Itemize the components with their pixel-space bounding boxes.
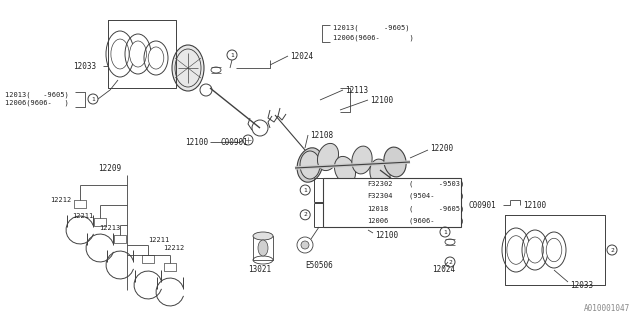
Text: 12033: 12033 — [73, 61, 96, 70]
Text: 12100: 12100 — [375, 230, 398, 239]
Text: 12113: 12113 — [345, 85, 368, 94]
Ellipse shape — [129, 41, 147, 67]
Ellipse shape — [253, 232, 273, 240]
Text: 12024: 12024 — [290, 52, 313, 60]
Text: 12212: 12212 — [163, 245, 184, 251]
Ellipse shape — [317, 143, 339, 171]
Bar — [323, 178, 461, 227]
Circle shape — [200, 84, 212, 96]
Text: 12113: 12113 — [380, 215, 403, 225]
Text: (9504-      ): (9504- ) — [409, 193, 464, 199]
Ellipse shape — [445, 239, 455, 245]
Text: 12213: 12213 — [99, 225, 120, 231]
Ellipse shape — [297, 148, 323, 182]
Circle shape — [252, 120, 268, 136]
Text: 12200: 12200 — [430, 143, 453, 153]
Text: 12209: 12209 — [98, 164, 121, 172]
Text: 12211: 12211 — [148, 237, 169, 243]
Text: 1: 1 — [303, 188, 307, 193]
Text: 1: 1 — [230, 52, 234, 58]
Text: 12006(9606-   ): 12006(9606- ) — [5, 100, 68, 106]
Text: 12006: 12006 — [367, 218, 388, 224]
Ellipse shape — [335, 156, 356, 184]
Text: 12100: 12100 — [370, 95, 393, 105]
Text: 2: 2 — [448, 260, 452, 265]
Text: F32304: F32304 — [367, 193, 393, 199]
Text: 12100: 12100 — [523, 201, 546, 210]
Text: E50506: E50506 — [305, 260, 333, 269]
Text: C00901: C00901 — [468, 201, 496, 210]
Ellipse shape — [370, 159, 390, 187]
Ellipse shape — [211, 67, 221, 73]
Text: 12100: 12100 — [185, 138, 208, 147]
Text: 12018: 12018 — [367, 206, 388, 212]
Text: F32302: F32302 — [367, 181, 393, 187]
Text: C00901: C00901 — [220, 138, 248, 147]
Text: 1: 1 — [443, 229, 447, 235]
Ellipse shape — [384, 147, 406, 177]
Text: 12006(9606-       ): 12006(9606- ) — [333, 35, 413, 41]
Circle shape — [301, 241, 309, 249]
Ellipse shape — [300, 151, 320, 179]
Text: 12108: 12108 — [310, 131, 333, 140]
Text: 12211: 12211 — [72, 213, 93, 219]
Text: (      -9503): ( -9503) — [409, 180, 464, 187]
Ellipse shape — [527, 237, 543, 263]
Ellipse shape — [546, 238, 562, 262]
Text: 2: 2 — [610, 247, 614, 252]
Text: 12013(      -9605): 12013( -9605) — [333, 25, 410, 31]
Circle shape — [450, 205, 460, 215]
Ellipse shape — [258, 240, 268, 256]
Text: 1: 1 — [91, 97, 95, 101]
Bar — [253, 236, 273, 260]
Circle shape — [243, 135, 253, 145]
Text: 12013(   -9605): 12013( -9605) — [5, 92, 68, 98]
Text: 12033: 12033 — [570, 281, 593, 290]
Ellipse shape — [352, 146, 372, 174]
Ellipse shape — [111, 39, 129, 69]
Text: A010001047: A010001047 — [584, 304, 630, 313]
Text: 13021: 13021 — [248, 266, 271, 275]
Text: (9606-      ): (9606- ) — [409, 218, 464, 224]
Ellipse shape — [507, 236, 525, 264]
Text: 12212: 12212 — [50, 197, 71, 203]
Text: 2: 2 — [303, 212, 307, 217]
Text: 12108: 12108 — [375, 180, 398, 189]
Text: (      -9605): ( -9605) — [409, 205, 464, 212]
Ellipse shape — [172, 45, 204, 91]
Ellipse shape — [148, 47, 164, 69]
Text: 12024: 12024 — [432, 266, 455, 275]
